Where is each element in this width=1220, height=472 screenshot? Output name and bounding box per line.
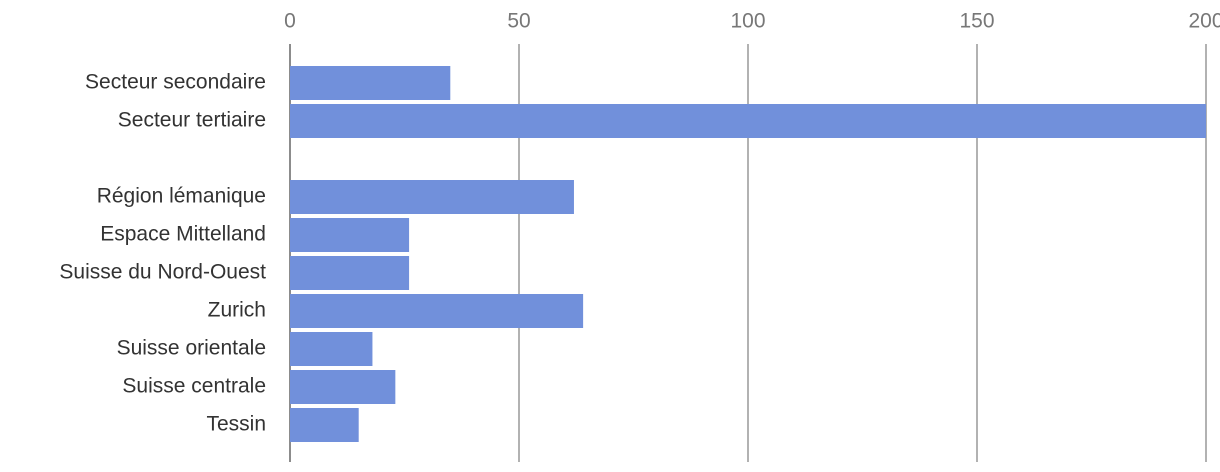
bar <box>290 408 359 442</box>
y-tick-label: Espace Mittelland <box>100 223 266 246</box>
x-tick-label: 100 <box>730 10 765 33</box>
y-tick-label: Secteur secondaire <box>85 71 266 94</box>
y-tick-label: Secteur tertiaire <box>118 109 266 132</box>
bar <box>290 294 584 328</box>
y-tick-label: Zurich <box>208 299 266 322</box>
y-tick-label: Suisse centrale <box>122 375 266 398</box>
bar <box>290 66 451 100</box>
bar <box>290 218 410 252</box>
x-tick-label: 150 <box>959 10 994 33</box>
bar <box>290 256 410 290</box>
y-tick-label: Suisse du Nord-Ouest <box>59 261 266 284</box>
bar <box>290 180 574 214</box>
x-tick-label: 200 <box>1188 10 1220 33</box>
y-tick-label: Suisse orientale <box>117 337 266 360</box>
bar <box>290 332 373 366</box>
bar <box>290 104 1206 138</box>
bar <box>290 370 396 404</box>
x-tick-label: 50 <box>507 10 530 33</box>
x-tick-label: 0 <box>284 10 296 33</box>
y-tick-label: Région lémanique <box>97 185 266 208</box>
y-tick-label: Tessin <box>206 413 266 436</box>
